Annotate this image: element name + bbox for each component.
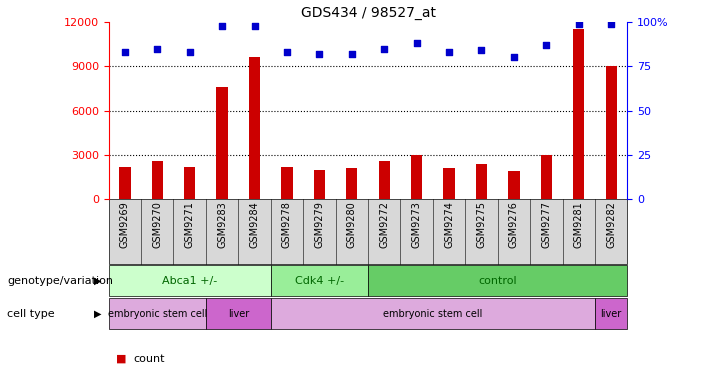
Bar bbox=[151, 161, 163, 199]
Point bbox=[379, 46, 390, 52]
Bar bbox=[281, 167, 292, 199]
Point bbox=[540, 42, 552, 48]
Bar bbox=[249, 57, 260, 199]
Text: liver: liver bbox=[228, 309, 249, 319]
Point bbox=[249, 23, 260, 29]
Text: embryonic stem cell: embryonic stem cell bbox=[107, 309, 207, 319]
Point bbox=[411, 40, 422, 46]
Bar bbox=[411, 155, 422, 199]
Point bbox=[184, 49, 196, 55]
Bar bbox=[476, 164, 487, 199]
Point bbox=[508, 55, 519, 60]
Title: GDS434 / 98527_at: GDS434 / 98527_at bbox=[301, 5, 435, 19]
Point bbox=[119, 49, 130, 55]
Point bbox=[476, 48, 487, 53]
Point bbox=[314, 51, 325, 57]
Text: Cdk4 +/-: Cdk4 +/- bbox=[295, 276, 344, 286]
Text: ■: ■ bbox=[116, 354, 126, 364]
Point bbox=[606, 21, 617, 27]
Bar bbox=[119, 167, 130, 199]
Text: ▶: ▶ bbox=[95, 276, 102, 286]
Text: embryonic stem cell: embryonic stem cell bbox=[383, 309, 482, 319]
Bar bbox=[573, 29, 585, 199]
Bar bbox=[508, 171, 519, 199]
Point bbox=[151, 46, 163, 52]
Text: cell type: cell type bbox=[7, 309, 55, 319]
Point bbox=[573, 21, 585, 27]
Bar bbox=[217, 87, 228, 199]
Text: control: control bbox=[478, 276, 517, 286]
Point bbox=[217, 23, 228, 29]
Bar bbox=[540, 155, 552, 199]
Text: Abca1 +/-: Abca1 +/- bbox=[162, 276, 217, 286]
Text: genotype/variation: genotype/variation bbox=[7, 276, 113, 286]
Bar bbox=[444, 168, 455, 199]
Bar bbox=[379, 161, 390, 199]
Bar bbox=[184, 167, 196, 199]
Bar bbox=[314, 170, 325, 199]
Point bbox=[444, 49, 455, 55]
Text: count: count bbox=[133, 354, 165, 364]
Point bbox=[281, 49, 292, 55]
Bar bbox=[606, 66, 617, 199]
Text: ▶: ▶ bbox=[95, 309, 102, 319]
Point bbox=[346, 51, 358, 57]
Text: liver: liver bbox=[601, 309, 622, 319]
Bar bbox=[346, 168, 358, 199]
